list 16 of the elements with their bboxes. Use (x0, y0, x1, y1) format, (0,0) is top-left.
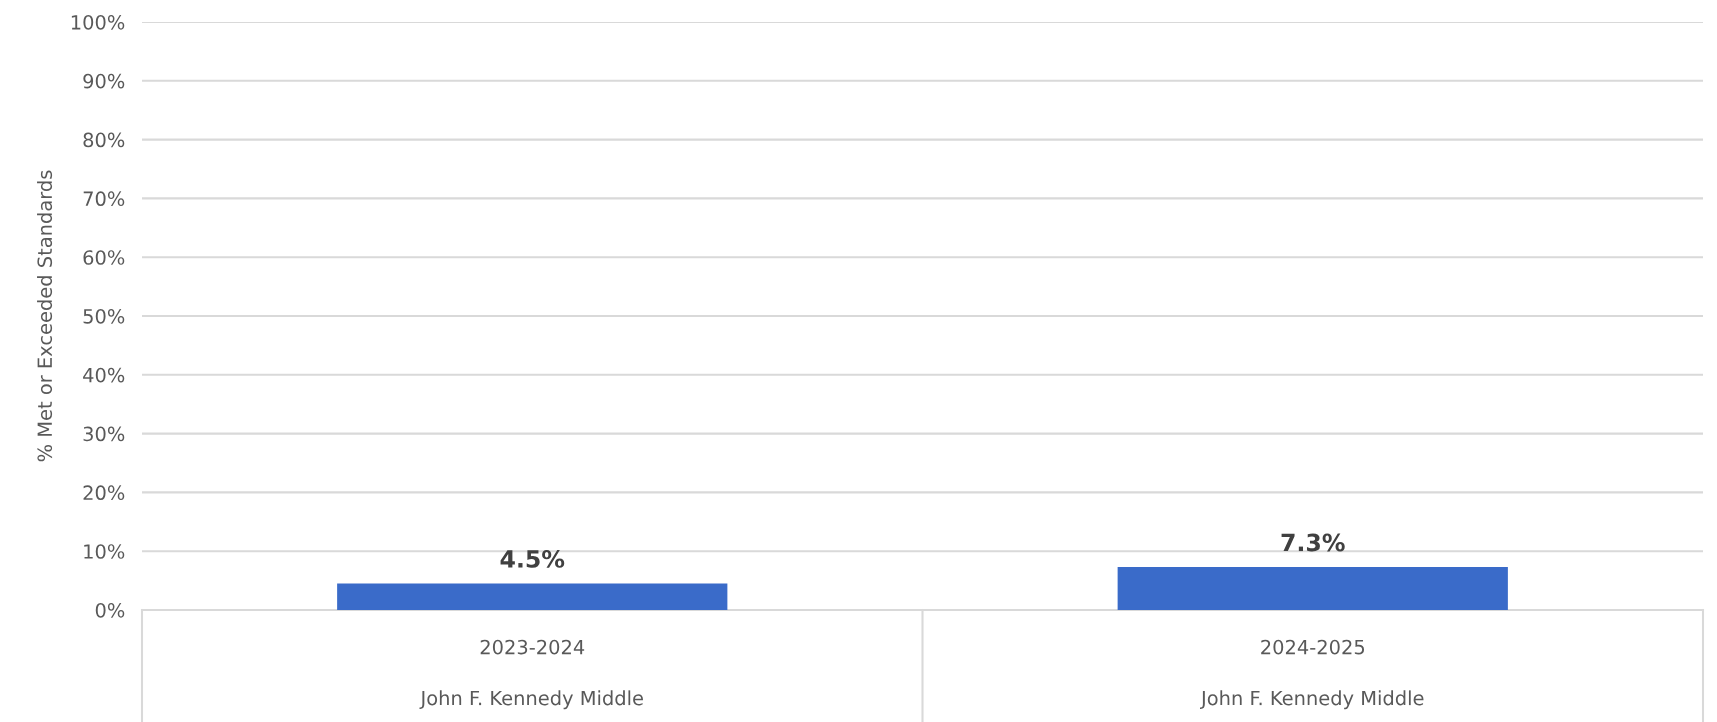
y-tick-label: 0% (95, 602, 125, 618)
y-tick-label: 50% (83, 308, 125, 324)
y-axis-title: % Met or Exceeded Standards (37, 170, 53, 462)
y-tick-label: 20% (83, 485, 125, 501)
y-tick-label: 10% (84, 544, 125, 559)
y-tick-label: 60% (83, 250, 125, 265)
y-tick-label: 100% (71, 14, 125, 30)
y-tick-label: 40% (83, 367, 125, 383)
category-label: 2023-2024 John F. Kennedy Middle (419, 639, 643, 710)
y-tick-label: 70% (83, 191, 125, 207)
y-tick-label: 90% (83, 73, 125, 89)
y-tick-label: 80% (83, 132, 125, 148)
data-label: 7.3% (1281, 533, 1345, 552)
category-label: 2024-2025 John F. Kennedy Middle (1200, 639, 1424, 710)
data-label: 4.5% (500, 549, 565, 568)
y-tick-label: 30% (83, 426, 125, 442)
